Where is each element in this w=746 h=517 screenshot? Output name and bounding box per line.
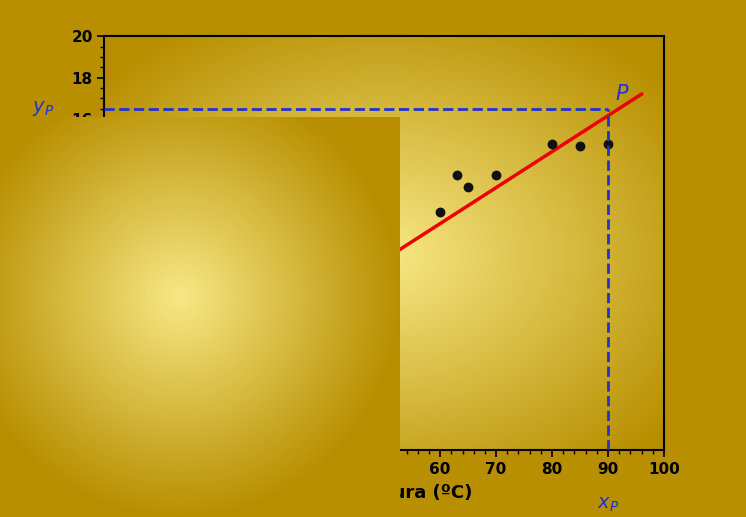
X-axis label: Temperatura (ºC): Temperatura (ºC) [296, 483, 472, 501]
Text: $Q$: $Q$ [167, 383, 184, 403]
Text: $x_P$: $x_P$ [597, 495, 619, 514]
Point [322, 324, 334, 332]
Point [154, 377, 166, 386]
Point [378, 233, 390, 241]
Point [451, 171, 463, 179]
Y-axis label: Comprimento ΔL (mm): Comprimento ΔL (mm) [46, 137, 64, 349]
Point [546, 140, 558, 148]
Point [463, 183, 474, 191]
Text: $b$: $b$ [69, 462, 82, 481]
Point [602, 140, 614, 148]
Point [294, 293, 306, 301]
Point [154, 373, 166, 382]
Point [434, 208, 446, 216]
Text: $y_Q$: $y_Q$ [30, 399, 54, 418]
Text: $x_Q$: $x_Q$ [148, 495, 172, 514]
Point [239, 338, 251, 346]
Point [361, 266, 373, 274]
Point [490, 171, 502, 179]
Text: $y_P$: $y_P$ [32, 99, 54, 118]
Text: $P$: $P$ [615, 84, 629, 104]
Point [210, 340, 222, 348]
Point [306, 291, 318, 299]
Point [574, 142, 586, 150]
